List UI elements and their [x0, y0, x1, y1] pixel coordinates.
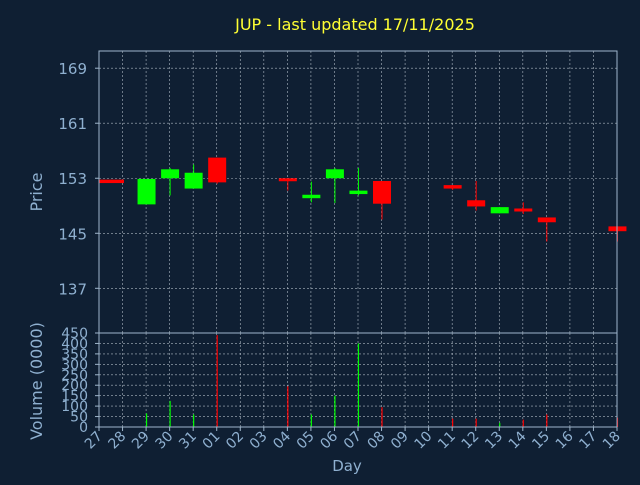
candle-body [302, 194, 321, 199]
candle-30 [184, 164, 203, 189]
volume-axis-label: Volume (0000) [27, 322, 46, 440]
candle-27 [99, 179, 124, 184]
volume-tick-label: 250 [61, 368, 88, 384]
price-tick-label: 161 [58, 115, 87, 133]
candle-body [278, 178, 297, 182]
candle-28 [137, 178, 156, 205]
volume-tick-label: 0 [79, 420, 88, 436]
candle-10 [443, 185, 462, 190]
candle-11 [467, 180, 486, 211]
volume-tick-label: 50 [70, 410, 88, 426]
candle-body [443, 185, 462, 189]
volume-tick-label: 450 [61, 326, 88, 342]
candle-14 [537, 217, 556, 242]
x-axis-ticks: 27 28 29 30 31 01 02 03 04 05 06 07 08 09 10 11 12 13 14 15… [82, 427, 624, 452]
candle-body [467, 200, 486, 207]
price-candles [99, 157, 627, 242]
candle-body [490, 207, 509, 214]
candle-body [537, 217, 556, 223]
candle-03 [278, 178, 297, 191]
candle-body [208, 157, 227, 183]
candle-31 [208, 157, 227, 184]
candle-07 [373, 180, 391, 220]
price-axis-label: Price [27, 172, 46, 211]
price-axis-ticks: 169 161 153 145 137 [58, 60, 99, 298]
candle-body [373, 180, 391, 204]
candle-05 [325, 167, 344, 204]
volume-tick-label: 300 [61, 357, 88, 373]
candle-29 [161, 167, 180, 196]
candle-body [184, 172, 203, 189]
x-axis-label: Day [332, 457, 362, 475]
chart-title: JUP - last updated 17/11/2025 [234, 15, 475, 34]
price-tick-label: 153 [58, 170, 87, 188]
volume-tick-label: 150 [61, 389, 88, 405]
candle-body [99, 179, 124, 184]
candle-12 [490, 207, 509, 214]
candle-body [137, 178, 156, 205]
candle-body [325, 169, 344, 179]
price-tick-label: 137 [58, 280, 87, 298]
price-tick-label: 169 [58, 60, 87, 78]
price-tick-label: 145 [58, 225, 87, 243]
volume-tick-label: 200 [61, 378, 88, 394]
candle-body [161, 169, 180, 179]
candle-13 [514, 202, 533, 215]
candle-04 [302, 181, 321, 203]
candle-06 [349, 167, 368, 196]
candle-body [514, 208, 533, 212]
volume-tick-label: 350 [61, 347, 88, 363]
volume-tick-label: 400 [61, 336, 88, 352]
volume-tick-label: 100 [61, 399, 88, 415]
candle-body [349, 190, 368, 195]
